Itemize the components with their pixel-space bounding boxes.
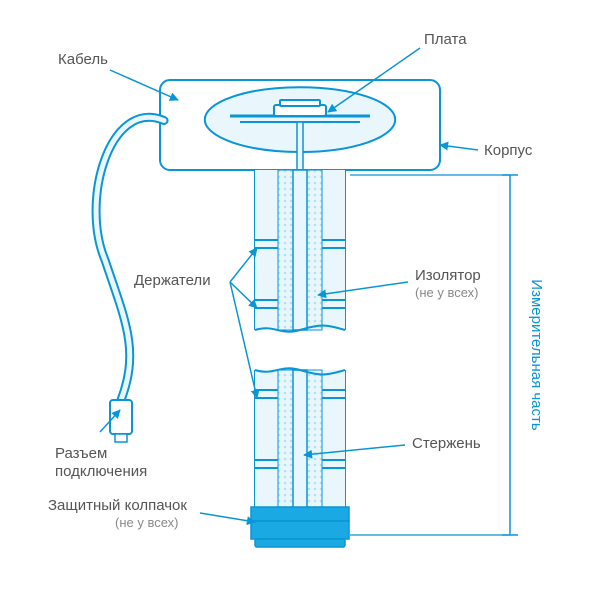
protective-cap bbox=[251, 507, 349, 547]
label-connector-1: Разъем bbox=[55, 445, 107, 462]
housing-arrow bbox=[440, 145, 478, 150]
label-cap: Защитный колпачок bbox=[48, 497, 187, 514]
label-connector-2: подключения bbox=[55, 463, 147, 480]
label-housing: Корпус bbox=[484, 142, 533, 159]
label-holders: Держатели bbox=[134, 272, 211, 289]
holders1-arrow bbox=[230, 248, 257, 282]
label-rod: Стержень bbox=[412, 435, 481, 452]
housing bbox=[160, 80, 440, 170]
label-cable: Кабель bbox=[58, 51, 108, 68]
measure-bracket bbox=[350, 175, 518, 535]
cap-arrow bbox=[200, 513, 255, 522]
label-cap-note: (не у всех) bbox=[115, 515, 179, 530]
pcb-plate bbox=[280, 100, 320, 106]
label-plate: Плата bbox=[424, 31, 467, 48]
rod-core bbox=[293, 170, 307, 330]
shaft bbox=[255, 170, 345, 535]
label-insulator: Изолятор bbox=[415, 267, 481, 284]
label-insulator-note: (не у всех) bbox=[415, 285, 479, 300]
holders2-arrow bbox=[230, 282, 257, 308]
label-measure: Измерительная часть bbox=[528, 279, 545, 431]
holders3-arrow bbox=[230, 282, 257, 398]
